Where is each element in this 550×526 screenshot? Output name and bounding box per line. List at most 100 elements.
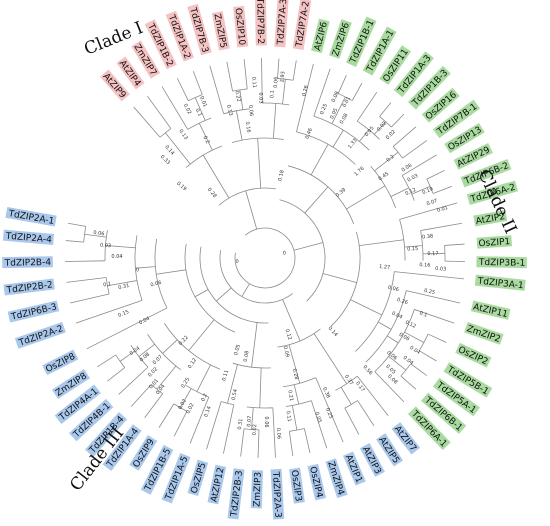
- leaf-box: [2, 229, 55, 245]
- leaf-name: TdZIP2B-3: [229, 470, 245, 518]
- leaf-box: [69, 398, 114, 442]
- branch-length-label: 0.02: [182, 103, 193, 116]
- branch: [402, 140, 428, 159]
- leaf-name: AtZIP5: [376, 435, 400, 465]
- branch-length-label: 0.25: [423, 288, 435, 296]
- leaf-box: [460, 159, 512, 188]
- branch-length-label: 0.19: [175, 181, 187, 193]
- branch: [419, 350, 437, 362]
- branch-length-label: 0.2: [201, 135, 210, 145]
- branch: [206, 401, 222, 450]
- leaf-name: TdZIP6B-3: [9, 302, 57, 322]
- branch: [188, 319, 215, 351]
- leaf-label: TdZIP2A-3: [270, 468, 285, 520]
- leaf-box: [393, 51, 434, 98]
- branch-length-label: 0.11: [285, 410, 292, 422]
- leaf-box: [54, 384, 101, 425]
- branch: [234, 227, 296, 289]
- branch: [105, 245, 136, 249]
- branch: [427, 333, 447, 343]
- branch-length-label: 0.14: [163, 144, 175, 156]
- leaf-name: TdZIP3B-1: [478, 258, 526, 269]
- leaf-labels: AtZIP9AtZIP4ZmZIP7TdZIP1B-2TdZIP1A-2TdZI…: [2, 0, 527, 520]
- leaf-name: ZmZIP5: [211, 13, 227, 49]
- branch: [202, 154, 230, 199]
- leaf-box: [362, 26, 397, 76]
- branch: [350, 299, 383, 316]
- branch: [304, 186, 329, 214]
- leaf-label: OsZIP1: [476, 235, 513, 249]
- branch-length-label: 0.02: [376, 120, 388, 132]
- branch: [411, 185, 431, 195]
- branch-length-label: 0.01: [436, 205, 448, 214]
- leaf-box: [207, 464, 227, 505]
- branch: [332, 129, 344, 148]
- branch-length-label: 1.27: [379, 264, 391, 271]
- branch: [337, 75, 347, 94]
- leaf-box: [359, 443, 385, 477]
- branch: [243, 59, 248, 89]
- leaf-label: OsZIP3: [289, 467, 305, 504]
- leaf-label: AtZIP12: [207, 464, 227, 505]
- branch-length-label: 0.05: [233, 344, 242, 356]
- branch-length-label: 0.31: [118, 283, 130, 291]
- branch: [292, 60, 297, 81]
- branch-length-label: 0.14: [203, 406, 212, 419]
- branch: [240, 428, 245, 457]
- branch: [282, 79, 286, 105]
- branch-length-label: 0.26: [396, 297, 408, 306]
- leaf-name: TdZIP7B-2: [254, 0, 265, 44]
- branch: [245, 190, 258, 230]
- branch-length-label: 0.06: [398, 332, 411, 343]
- branch-length-label: 0.12: [284, 328, 293, 340]
- branch: [401, 154, 437, 176]
- branch: [165, 132, 191, 165]
- leaf-box: [51, 368, 91, 399]
- branch-length-label: 0.05: [329, 107, 339, 120]
- leaf-box: [233, 5, 249, 48]
- branch-length-label: 0.21: [286, 390, 294, 402]
- leaf-box: [379, 45, 412, 85]
- branch: [399, 202, 458, 220]
- leaf-label: TdZIP7B-3: [187, 3, 212, 56]
- leaf-label: TdZIP7A-2: [292, 0, 312, 50]
- branch-length-label: 0: [136, 267, 140, 273]
- branch-length-label: 0.04: [111, 254, 122, 260]
- branch-length-label: 0.11: [221, 369, 230, 381]
- leaf-label: TdZIP3B-1: [476, 256, 527, 269]
- leaf-box: [453, 143, 494, 170]
- branch: [391, 113, 405, 128]
- branch-length-label: 0.15: [117, 309, 130, 319]
- leaf-box: [274, 0, 289, 48]
- leaf-box: [270, 468, 285, 520]
- branch-length-label: 0.28: [206, 187, 218, 199]
- leaf-label: OsZIP8: [42, 349, 79, 376]
- branch-length-label: 0.17: [427, 251, 438, 257]
- branch: [313, 68, 331, 117]
- leaf-label: AtZIP11: [470, 300, 511, 320]
- branch: [107, 367, 125, 382]
- leaf-box: [7, 300, 60, 323]
- leaf-box: [376, 433, 404, 467]
- leaf-label: AtZIP3: [359, 443, 385, 477]
- branch: [198, 123, 213, 151]
- branch: [209, 65, 225, 114]
- leaf-box: [187, 3, 212, 56]
- leaf-box: [444, 122, 485, 154]
- branch: [293, 384, 300, 405]
- branch-length-label: 0.06: [247, 105, 254, 117]
- branch-length-label: 0.03: [407, 173, 420, 184]
- leaf-name: TdZIP2A-3: [270, 471, 282, 519]
- branch-length-label: 0.06: [385, 350, 397, 362]
- branch: [288, 344, 301, 384]
- leaf-box: [474, 274, 526, 291]
- leaf-box: [473, 210, 508, 227]
- leaf-box: [328, 19, 352, 59]
- branch-length-label: 0.06: [93, 230, 105, 237]
- branch: [272, 103, 277, 139]
- branch-length-label: 0.12: [404, 187, 417, 197]
- branch-length-label: 0.25: [319, 103, 329, 116]
- branch: [444, 243, 465, 246]
- branch: [414, 309, 455, 324]
- branch-length-label: 0.08: [331, 91, 341, 104]
